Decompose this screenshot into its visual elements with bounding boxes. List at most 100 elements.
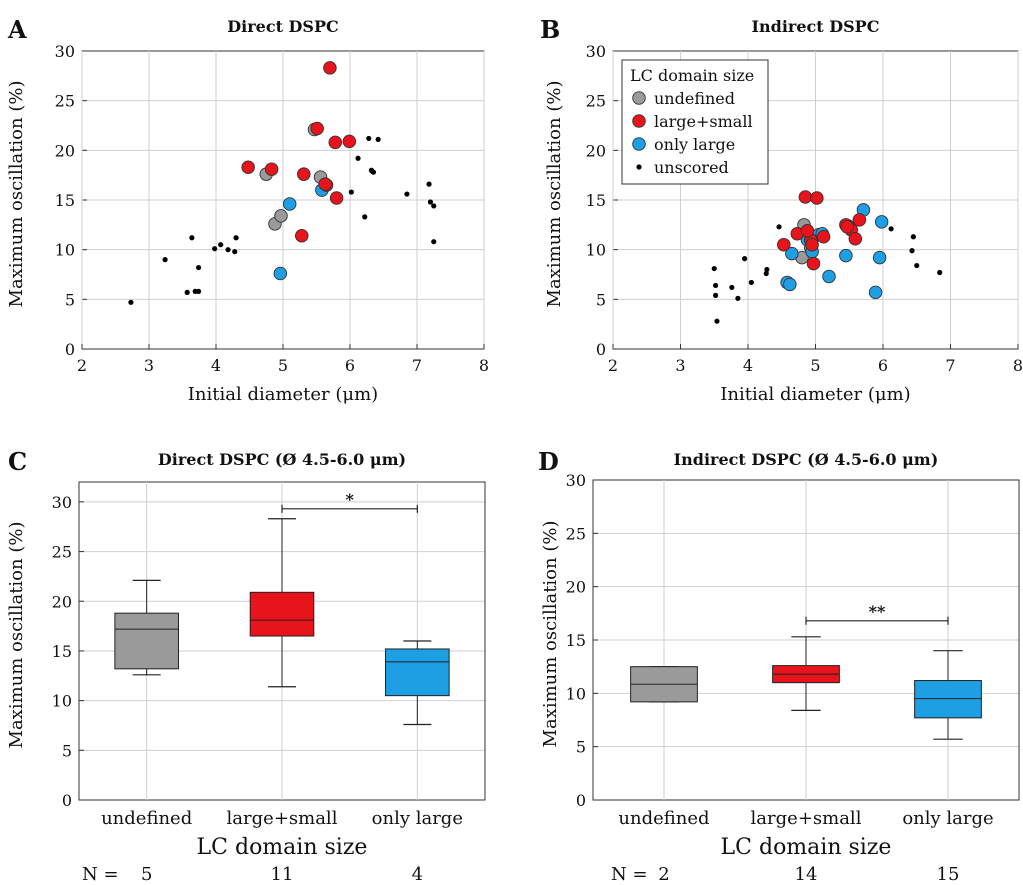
panel-letter: B	[540, 15, 560, 44]
data-point-unscored	[742, 256, 748, 262]
n-label: N =	[82, 864, 119, 885]
data-point-only-large	[822, 269, 836, 284]
y-tick-label: 0	[65, 340, 75, 359]
y-tick-label: 0	[596, 340, 606, 359]
legend-title: LC domain size	[630, 66, 754, 85]
legend-entry-label: large+small	[654, 112, 753, 131]
y-tick-label: 15	[52, 642, 72, 661]
n-label: N =	[611, 864, 648, 885]
data-point-large-small	[798, 190, 813, 204]
y-tick-label: 5	[65, 290, 75, 309]
data-point-unscored	[218, 242, 224, 248]
x-tick-label: 3	[675, 356, 685, 375]
data-point-large-small	[848, 231, 863, 246]
x-tick-label: 5	[278, 356, 288, 375]
data-point-only-large	[868, 285, 883, 300]
data-point-large-small	[328, 135, 343, 150]
data-point-large-small	[329, 191, 344, 205]
x-tick-label: 2	[608, 356, 618, 375]
data-point-large-small	[310, 121, 324, 136]
y-tick-label: 30	[566, 471, 586, 490]
n-value: 4	[412, 864, 423, 885]
data-point-unscored	[910, 234, 916, 240]
y-tick-label: 10	[566, 684, 586, 703]
y-tick-label: 15	[586, 191, 606, 210]
data-point-large-small	[342, 134, 357, 149]
data-point-only-large	[273, 266, 288, 281]
data-point-unscored	[369, 168, 375, 174]
data-point-large-small	[852, 213, 867, 227]
data-point-unscored	[375, 136, 381, 143]
n-value: 5	[141, 864, 152, 885]
significance-label: **	[869, 602, 886, 621]
x-axis-label: Initial diameter (μm)	[720, 384, 910, 405]
chart-title: Indirect DSPC (Ø 4.5-6.0 μm)	[674, 450, 939, 469]
category-label: undefined	[101, 808, 192, 829]
panel-letter: D	[538, 447, 559, 476]
y-tick-label: 20	[55, 141, 75, 160]
data-point-unscored	[748, 279, 754, 286]
box-only-large	[914, 680, 982, 719]
x-axis-label: LC domain size	[721, 835, 892, 860]
x-tick-label: 8	[479, 356, 489, 375]
x-tick-label: 8	[1013, 356, 1023, 375]
panel-letter: A	[7, 15, 27, 44]
data-point-undefined	[274, 209, 288, 223]
y-tick-label: 30	[586, 42, 606, 61]
data-point-unscored	[355, 155, 361, 161]
data-point-only-large	[783, 277, 797, 292]
data-point-unscored	[128, 299, 134, 305]
data-point-only-large	[872, 250, 887, 265]
y-tick-label: 0	[62, 791, 72, 810]
data-point-unscored	[909, 248, 915, 254]
data-point-unscored	[711, 265, 717, 272]
data-point-only-large	[282, 197, 297, 211]
legend-marker	[632, 137, 646, 151]
data-point-unscored	[233, 235, 239, 241]
x-tick-label: 7	[945, 356, 955, 375]
x-axis-label: LC domain size	[197, 835, 368, 860]
data-point-unscored	[225, 247, 231, 253]
x-tick-label: 6	[878, 356, 888, 375]
data-point-large-small	[810, 191, 824, 205]
x-tick-label: 4	[743, 356, 753, 375]
x-tick-label: 3	[144, 356, 154, 375]
chart-title: Indirect DSPC	[752, 17, 880, 36]
legend-entry-label: only large	[654, 135, 735, 154]
chart-title: Direct DSPC (Ø 4.5-6.0 μm)	[158, 450, 406, 469]
panel-D: 0 5 10 15 20 25 30 D Indirect DSPC (Ø 4.5-6.0 μm…	[538, 447, 1020, 885]
legend-box	[621, 59, 769, 185]
y-tick-label: 10	[586, 241, 606, 260]
data-point-unscored	[763, 270, 769, 277]
data-point-unscored	[212, 246, 218, 252]
y-axis-label: Maximum oscillation (%)	[540, 521, 561, 748]
y-tick-label: 25	[52, 543, 72, 562]
y-tick-label: 5	[576, 738, 586, 757]
data-point-unscored	[426, 181, 432, 187]
data-point-unscored	[232, 249, 238, 255]
data-point-large-small	[241, 160, 255, 174]
y-tick-label: 30	[52, 493, 72, 512]
data-point-large-small	[800, 224, 815, 238]
data-point-unscored	[195, 288, 202, 294]
data-point-unscored	[735, 295, 741, 301]
data-point-only-large	[839, 248, 853, 263]
y-tick-label: 5	[62, 741, 72, 760]
box-only-large	[385, 648, 450, 697]
y-tick-label: 20	[52, 592, 72, 611]
y-tick-label: 25	[586, 92, 606, 111]
data-point-unscored	[366, 135, 372, 142]
data-point-unscored	[713, 292, 719, 298]
y-tick-label: 15	[566, 631, 586, 650]
data-point-unscored	[431, 239, 437, 245]
data-point-large-small	[840, 220, 854, 234]
data-point-unscored	[937, 269, 943, 276]
significance-label: *	[345, 490, 354, 509]
data-point-unscored	[888, 226, 894, 232]
n-value: 11	[271, 864, 294, 885]
category-label: large+small	[751, 808, 862, 829]
data-point-unscored	[362, 214, 368, 220]
legend-marker-unscored	[636, 164, 642, 170]
